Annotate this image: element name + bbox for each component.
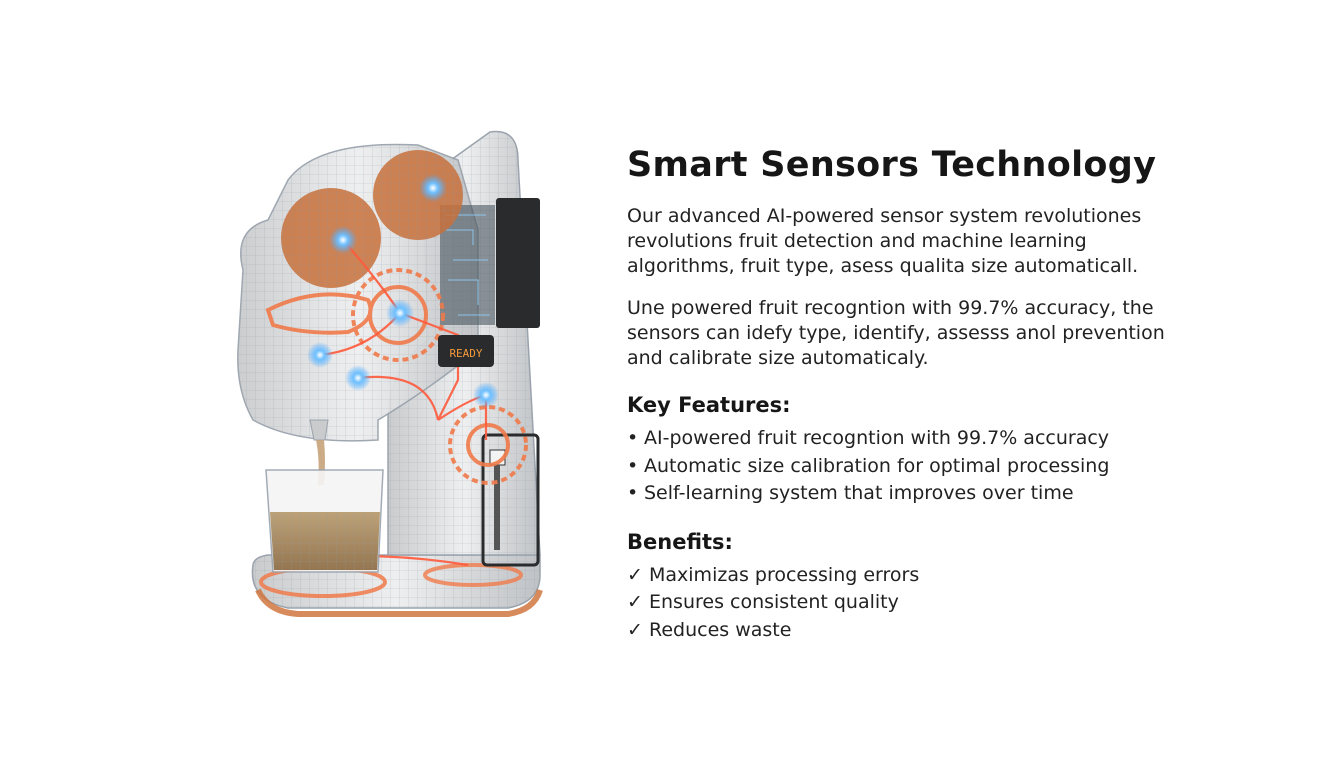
bullet-icon: • bbox=[627, 454, 639, 477]
list-item: • Self-learning system that improves over… bbox=[627, 480, 1187, 508]
benefit-text: Ensures consistent quality bbox=[649, 591, 899, 613]
key-features-list: • AI-powered fruit recogntion with 99.7% … bbox=[627, 425, 1187, 508]
bullet-icon: • bbox=[627, 482, 639, 504]
ready-display-text: READY bbox=[449, 347, 482, 360]
checkmark-icon: ✓ bbox=[627, 563, 643, 586]
juicer-xray-image: READY bbox=[237, 130, 543, 617]
ready-display bbox=[438, 335, 494, 367]
intro-line: revolutions fruit detection and machine … bbox=[627, 230, 1087, 252]
list-item: • AI-powered fruit recogntion with 99.7% … bbox=[627, 425, 1187, 453]
detail-paragraph: Une powered fruit recogntion with 99.7% … bbox=[627, 296, 1187, 371]
intro-line: algorithms, fruit type, asess qualita si… bbox=[627, 255, 1139, 277]
sensor-points bbox=[307, 174, 499, 408]
intro-paragraph: Our advanced AI-powered sensor system re… bbox=[627, 204, 1187, 279]
feature-text: AI-powered fruit recogntion with 99.7% a… bbox=[644, 427, 1110, 449]
key-features-heading: Key Features: bbox=[627, 393, 791, 417]
list-item: • Automatic size calibration for optimal … bbox=[627, 453, 1187, 481]
content-panel: Smart Sensors Technology Our advanced AI… bbox=[627, 140, 1187, 644]
list-item: ✓ Maximizas processing errors bbox=[627, 562, 1187, 590]
juicer-illustration: READY bbox=[228, 120, 558, 625]
benefits-heading: Benefits: bbox=[627, 529, 733, 554]
glow-ring-right bbox=[423, 563, 523, 587]
detail-line: and calibrate size automaticaly. bbox=[627, 347, 929, 369]
intro-line: Our advanced AI-powered sensor system re… bbox=[627, 205, 1142, 227]
benefit-text: Reduces waste bbox=[649, 618, 792, 641]
list-item: ✓ Reduces waste bbox=[627, 617, 1187, 645]
list-item: ✓ Ensures consistent quality bbox=[627, 589, 1187, 617]
feature-text: Automatic size calibration for optimal p… bbox=[644, 454, 1110, 477]
feature-text: Self-learning system that improves over … bbox=[644, 482, 1074, 504]
bullet-icon: • bbox=[627, 427, 639, 449]
benefits-list: ✓ Maximizas processing errors ✓ Ensures co… bbox=[627, 562, 1187, 645]
page-title: Smart Sensors Technology bbox=[627, 145, 1157, 185]
checkmark-icon: ✓ bbox=[627, 618, 643, 641]
gear-assembly bbox=[265, 268, 528, 485]
detail-line: Une powered fruit recogntion with 99.7% … bbox=[627, 297, 1154, 319]
side-panel bbox=[496, 198, 540, 328]
checkmark-icon: ✓ bbox=[627, 591, 643, 613]
detail-line: sensors can idefy type, identify, assess… bbox=[627, 322, 1165, 344]
benefit-text: Maximizas processing errors bbox=[649, 563, 920, 586]
